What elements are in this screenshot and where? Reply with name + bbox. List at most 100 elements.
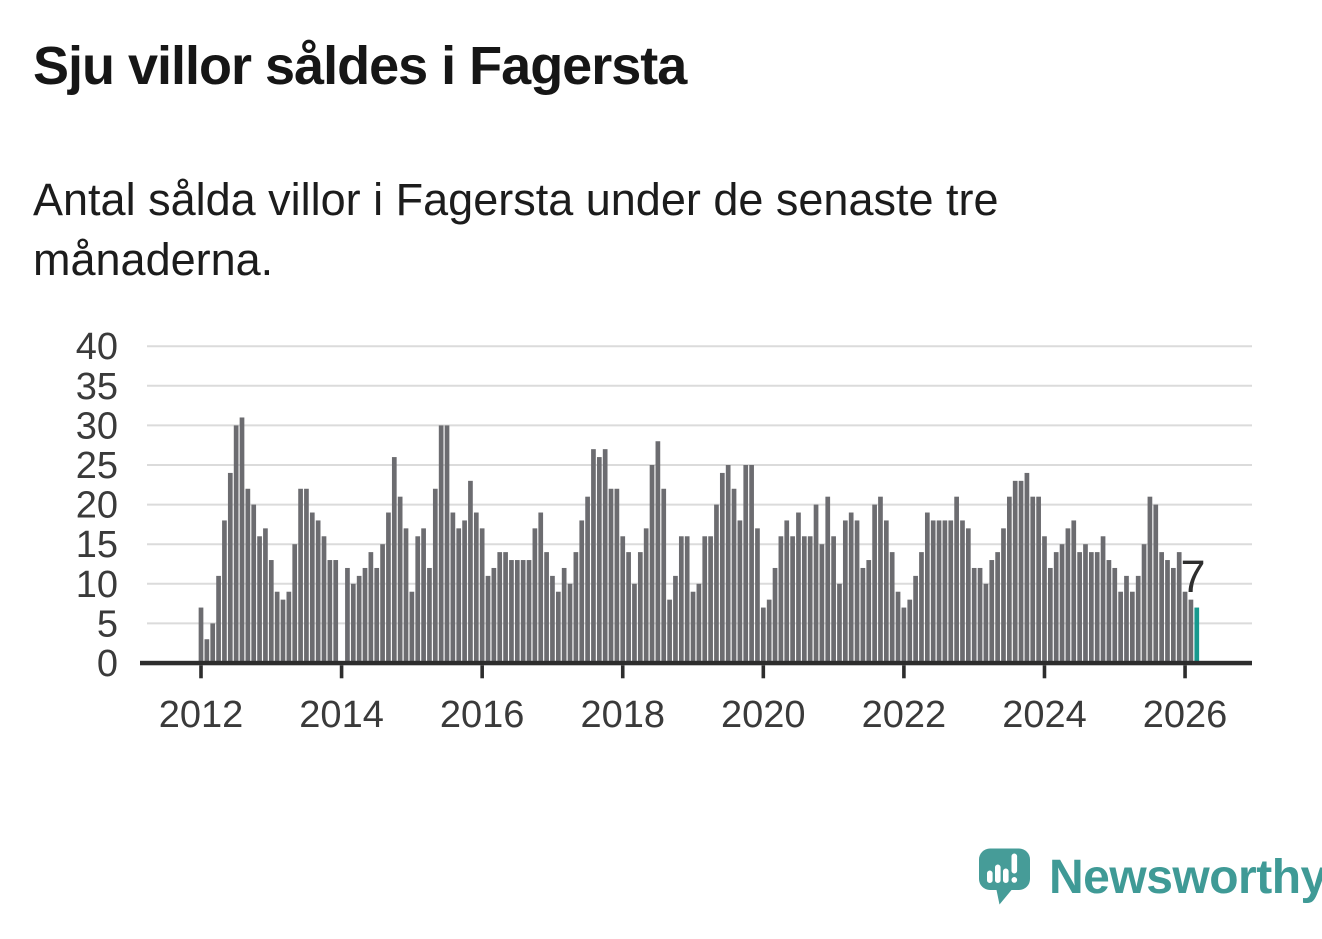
- y-tick-label: 0: [97, 643, 118, 685]
- exclamation-dot-glyph: [1011, 877, 1018, 883]
- bar: [784, 520, 790, 663]
- bar: [491, 567, 497, 663]
- bar: [374, 567, 380, 663]
- bar: [825, 496, 831, 663]
- bar: [1024, 472, 1030, 663]
- bar: [450, 512, 456, 663]
- x-tick-mark: [761, 665, 766, 679]
- bar: [614, 488, 620, 663]
- bar: [1135, 575, 1141, 663]
- bar: [837, 583, 842, 663]
- bar: [315, 520, 321, 663]
- bar: [714, 504, 719, 663]
- bar: [1077, 552, 1082, 663]
- bar: [1030, 496, 1036, 663]
- bar: [585, 496, 590, 663]
- bar: [415, 536, 421, 663]
- bar: [380, 544, 385, 663]
- bar: [427, 567, 432, 663]
- bar: [292, 544, 298, 663]
- bar: [1088, 552, 1094, 663]
- bar: [790, 536, 795, 663]
- bar: [1094, 552, 1100, 663]
- bar: [421, 528, 426, 663]
- x-tick-mark: [902, 665, 906, 679]
- last-value-label: 7: [1180, 551, 1205, 602]
- bar: [397, 496, 403, 663]
- bar: [930, 520, 936, 663]
- bar: [1006, 496, 1012, 663]
- bar: [263, 528, 268, 663]
- bar: [936, 520, 942, 663]
- bars: [198, 417, 1200, 663]
- bar: [796, 512, 801, 663]
- bar: [473, 512, 479, 663]
- bar: [1001, 528, 1006, 663]
- chart-subtitle-line2: månaderna.: [33, 234, 274, 285]
- bar: [245, 488, 251, 663]
- page-title: Sju villor såldes i Fagersta: [33, 36, 687, 96]
- x-tick-label: 2024: [1002, 694, 1087, 736]
- bar: [655, 441, 661, 663]
- bar: [350, 583, 356, 663]
- y-tick-label: 35: [76, 366, 118, 408]
- bar: [924, 512, 930, 663]
- y-tick-label: 5: [97, 603, 118, 645]
- bar: [965, 528, 971, 663]
- bar: [983, 583, 989, 663]
- bar: [960, 520, 965, 663]
- bar: [227, 472, 233, 663]
- bar: [1141, 544, 1147, 663]
- bar: [632, 583, 637, 663]
- bar: [1018, 480, 1024, 663]
- y-tick-label: 30: [76, 405, 118, 447]
- bar: [643, 528, 649, 663]
- bar: [708, 536, 713, 663]
- bar: [251, 504, 257, 663]
- bar: [1147, 496, 1153, 663]
- x-tick-label: 2012: [159, 694, 244, 736]
- bar: [919, 552, 924, 663]
- chart-subtitle-line1: Antal sålda villor i Fagersta under de s…: [33, 174, 999, 225]
- bar: [737, 520, 743, 663]
- bar: [1047, 567, 1053, 663]
- y-tick-label: 15: [76, 524, 118, 566]
- bar: [468, 480, 473, 663]
- x-tick-label: 2022: [862, 694, 947, 736]
- x-tick-label: 2016: [440, 694, 525, 736]
- bar: [204, 639, 210, 663]
- bar: [345, 567, 350, 663]
- bar: [661, 488, 667, 663]
- bar: [1171, 567, 1176, 663]
- x-tick-mark: [620, 665, 625, 679]
- bar: [356, 575, 362, 663]
- x-axis-line: [140, 660, 1252, 666]
- bar: [591, 449, 596, 663]
- bar: [778, 536, 784, 663]
- bar: [743, 465, 749, 663]
- bar: [948, 520, 954, 663]
- bar: [309, 512, 315, 663]
- bar-glyph-tall: [995, 864, 1001, 883]
- bar: [696, 583, 702, 663]
- bar: [532, 528, 538, 663]
- bar: [1053, 552, 1059, 663]
- bar: [626, 552, 631, 663]
- x-tick-label: 2020: [721, 694, 806, 736]
- bar: [579, 520, 585, 663]
- bar: [567, 583, 573, 663]
- x-tick-label: 2018: [580, 694, 665, 736]
- bar: [819, 544, 825, 663]
- bar-highlight: [1194, 607, 1200, 663]
- bar: [889, 552, 895, 663]
- bar: [485, 575, 491, 663]
- bar: [971, 567, 977, 663]
- bar: [409, 591, 415, 663]
- bar: [555, 591, 561, 663]
- bar: [866, 560, 872, 663]
- bar: [977, 567, 983, 663]
- newsworthy-logo: Newsworthy: [978, 848, 1322, 928]
